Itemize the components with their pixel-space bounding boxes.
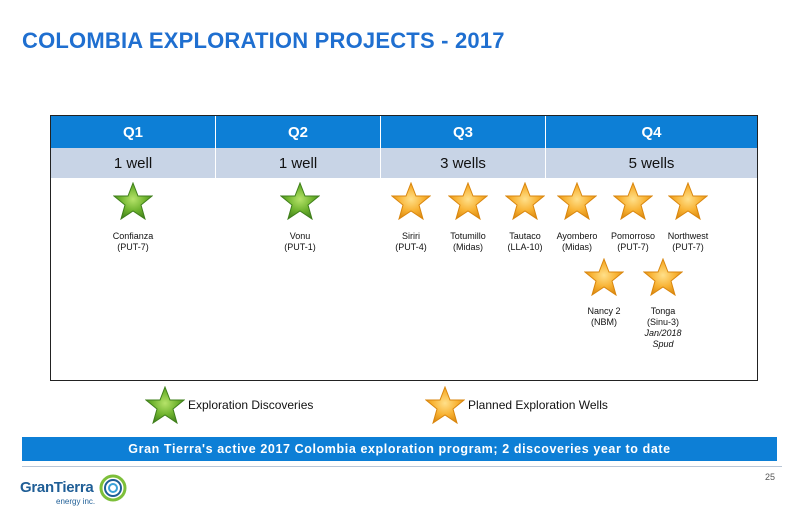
- orange-star-icon: [448, 182, 488, 220]
- orange-star-icon: [613, 182, 653, 220]
- well-label-nancy-2: Nancy 2 (NBM): [564, 306, 644, 328]
- orange-star-icon: [668, 182, 708, 220]
- well-note: Jan/2018: [644, 328, 682, 338]
- orange-star-icon: [557, 182, 597, 220]
- well-count-q3: 3 wells: [381, 148, 546, 178]
- well-name: Tonga: [650, 306, 676, 316]
- green-star-icon: [113, 182, 153, 220]
- well-name: Confianza: [112, 231, 154, 241]
- orange-star-icon: [505, 182, 545, 220]
- legend-planned-label: Planned Exploration Wells: [468, 398, 608, 412]
- well-block: (Midas): [452, 242, 483, 252]
- well-block: (Sinu-3): [646, 317, 679, 327]
- legend-green-star-icon: [145, 386, 185, 424]
- exploration-table: Q1 Q2 Q3 Q4 1 well 1 well 3 wells 5 well…: [50, 115, 758, 381]
- logo-rings-icon: [99, 474, 127, 502]
- orange-star-icon: [584, 258, 624, 296]
- well-block: (NBM): [591, 317, 617, 327]
- well-label-confianza: Confianza (PUT-7): [93, 231, 173, 253]
- logo-name: GranTierra: [20, 479, 94, 496]
- well-count-q2: 1 well: [216, 148, 381, 178]
- quarter-q1: Q1: [51, 116, 216, 148]
- legend-discovery-label: Exploration Discoveries: [188, 398, 314, 412]
- well-name: Northwest: [667, 231, 709, 241]
- well-label-tautaco: Tautaco (LLA-10): [485, 231, 565, 253]
- well-name: Vonu: [289, 231, 311, 241]
- quarter-header-row: Q1 Q2 Q3 Q4: [51, 116, 757, 148]
- well-name: Tautaco: [509, 231, 541, 241]
- quarter-q4: Q4: [546, 116, 757, 148]
- green-star-icon: [280, 182, 320, 220]
- page-number: 25: [764, 472, 775, 482]
- well-name: Totumillo: [450, 231, 486, 241]
- well-block: (PUT-7): [117, 242, 149, 252]
- legend-orange-star-icon: [425, 386, 465, 424]
- well-count-q4: 5 wells: [546, 148, 757, 178]
- page-title: COLOMBIA EXPLORATION PROJECTS - 2017: [22, 28, 505, 53]
- well-label-pomorroso: Pomorroso (PUT-7): [593, 231, 673, 253]
- well-label-ayombero: Ayombero (Midas): [537, 231, 617, 253]
- well-label-northwest: Northwest (PUT-7): [648, 231, 728, 253]
- well-name: Ayombero: [556, 231, 598, 241]
- well-block: (Midas): [561, 242, 592, 252]
- summary-banner: Gran Tierra's active 2017 Colombia explo…: [22, 437, 777, 461]
- well-name: Nancy 2: [587, 306, 621, 316]
- quarter-q3: Q3: [381, 116, 546, 148]
- well-note: Spud: [652, 339, 674, 349]
- well-block: (PUT-1): [284, 242, 316, 252]
- well-count-row: 1 well 1 well 3 wells 5 wells: [51, 148, 757, 178]
- well-label-tonga: Tonga (Sinu-3) Jan/2018 Spud: [623, 306, 703, 350]
- well-block: (PUT-4): [395, 242, 427, 252]
- footer-divider: [22, 466, 782, 467]
- well-block: (LLA-10): [507, 242, 543, 252]
- well-block: (PUT-7): [617, 242, 649, 252]
- well-count-q1: 1 well: [51, 148, 216, 178]
- well-label-totumillo: Totumillo (Midas): [428, 231, 508, 253]
- well-block: (PUT-7): [672, 242, 704, 252]
- orange-star-icon: [391, 182, 431, 220]
- quarter-q2: Q2: [216, 116, 381, 148]
- well-name: Pomorroso: [610, 231, 655, 241]
- well-label-vonu: Vonu (PUT-1): [260, 231, 340, 253]
- company-logo: GranTierra energy inc.: [20, 473, 130, 513]
- logo-sub: energy inc.: [56, 497, 96, 506]
- well-name: Siriri: [402, 231, 420, 241]
- well-label-siriri: Siriri (PUT-4): [371, 231, 451, 253]
- orange-star-icon: [643, 258, 683, 296]
